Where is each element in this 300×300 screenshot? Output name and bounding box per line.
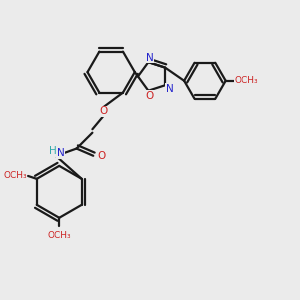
Text: N: N — [57, 148, 64, 158]
Text: OCH₃: OCH₃ — [3, 172, 27, 181]
Text: N: N — [166, 84, 173, 94]
Text: OCH₃: OCH₃ — [235, 76, 259, 85]
Text: O: O — [97, 151, 105, 161]
Text: O: O — [100, 106, 108, 116]
Text: OCH₃: OCH₃ — [47, 231, 71, 240]
Text: N: N — [146, 53, 154, 63]
Text: H: H — [49, 146, 57, 156]
Text: O: O — [146, 91, 154, 101]
